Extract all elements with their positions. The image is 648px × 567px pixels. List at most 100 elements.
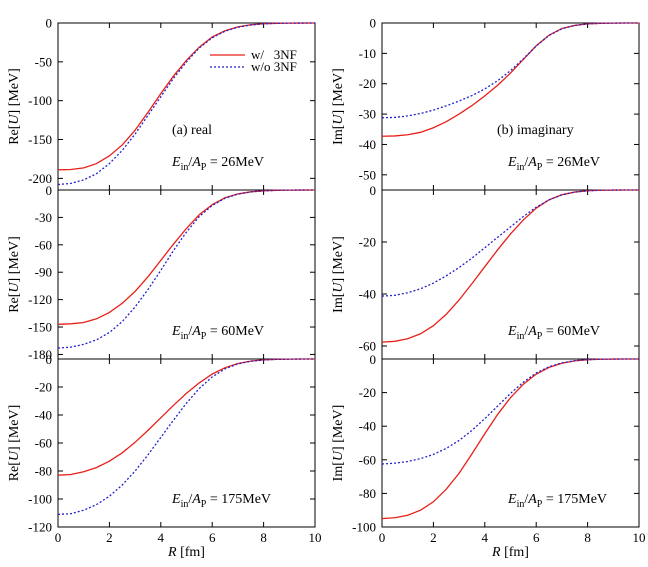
- x-axis-title-variable: R: [491, 545, 501, 560]
- y-axis-title-variable: U: [331, 114, 346, 125]
- y-axis-title: Re[U] [MeV]: [7, 236, 22, 313]
- energy-label-value: = 60MeV: [206, 324, 264, 339]
- y-tick-label: -40: [359, 419, 376, 434]
- x-tick-label: 10: [309, 530, 322, 545]
- y-tick-label: -40: [35, 408, 52, 423]
- y-tick-label: -100: [28, 93, 52, 108]
- series-line-without-3nf: [381, 358, 639, 465]
- y-tick-label: -30: [359, 107, 376, 122]
- energy-label-ap: A: [191, 155, 201, 170]
- energy-label-ein-sub: in: [517, 331, 525, 342]
- y-tick-label: -40: [359, 287, 376, 302]
- y-tick-label: -30: [35, 210, 52, 225]
- energy-label-ap-sub: P: [537, 499, 543, 510]
- y-tick-label: -60: [35, 237, 52, 252]
- energy-label-sep: /: [188, 155, 192, 170]
- y-axis-title-variable: U: [331, 282, 346, 293]
- y-tick-label: -100: [28, 492, 52, 507]
- y-tick-label: -80: [35, 464, 52, 479]
- panel-annotation: (b) imaginary: [497, 123, 574, 138]
- x-tick-label: 6: [209, 530, 216, 545]
- energy-label-value: = 60MeV: [542, 324, 600, 339]
- panel-re-26: 0 -50 -100 -150 -200 Re[U] [MeV] (a) real Ein/A…: [7, 16, 316, 191]
- panel-frame: [381, 358, 640, 528]
- x-axis-title-unit: [fm]: [501, 545, 529, 560]
- y-tick-label: -50: [35, 54, 52, 69]
- energy-label-ap: A: [527, 324, 537, 339]
- x-tick-label: 8: [584, 530, 591, 545]
- y-axis-title-suffix: ] [MeV]: [331, 405, 346, 451]
- energy-label: Ein/AP = 175MeV: [507, 492, 607, 510]
- series-line-with-3nf: [57, 358, 316, 476]
- series-line-without-3nf: [381, 22, 639, 119]
- energy-label: Ein/AP = 26MeV: [507, 155, 600, 173]
- x-axis-title-unit: [fm]: [177, 545, 205, 560]
- energy-label-value: = 26MeV: [542, 155, 600, 170]
- energy-label: Ein/AP = 60MeV: [507, 324, 600, 342]
- x-axis-title: R [fm]: [491, 545, 529, 560]
- y-tick-label: -40: [359, 137, 376, 152]
- energy-label-sep: /: [524, 324, 528, 339]
- y-tick-label: -120: [28, 292, 52, 307]
- series-line-with-3nf: [57, 22, 316, 171]
- energy-label-value: = 26MeV: [206, 155, 264, 170]
- series-line-with-3nf: [381, 189, 639, 343]
- y-tick-label: 0: [46, 16, 53, 31]
- y-axis-title-suffix: ] [MeV]: [7, 68, 22, 114]
- y-tick-label: -20: [359, 76, 376, 91]
- energy-label-ein: E: [171, 155, 181, 170]
- x-tick-label: 4: [158, 530, 165, 545]
- y-axis-title: Im[U] [MeV]: [331, 405, 346, 482]
- panel-im-26: 0 -10 -20 -30 -40 -50 Im[U] [MeV] (b) imaginary…: [331, 16, 640, 191]
- y-axis-title-suffix: ] [MeV]: [7, 405, 22, 451]
- y-tick-label: -100: [352, 520, 376, 535]
- x-axis-title: R [fm]: [167, 545, 205, 560]
- series-line-with-3nf: [381, 22, 639, 137]
- energy-label: Ein/AP = 175MeV: [171, 492, 271, 510]
- y-tick-label: -180: [28, 347, 52, 362]
- legend-label-with-3nf: w/ 3NF: [251, 47, 297, 62]
- y-axis-title-variable: U: [7, 282, 22, 293]
- y-tick-label: -20: [359, 235, 376, 250]
- energy-label-ein-sub: in: [517, 162, 525, 173]
- energy-label-ap-sub: P: [537, 331, 543, 342]
- y-axis-title-prefix: Re[: [7, 461, 22, 482]
- y-tick-label: -150: [28, 320, 52, 335]
- energy-label-ein: E: [507, 155, 517, 170]
- y-tick-label: 0: [370, 183, 377, 198]
- energy-label-ap: A: [191, 324, 201, 339]
- y-axis-title-prefix: Im[: [331, 292, 346, 313]
- x-tick-label: 6: [533, 530, 540, 545]
- y-tick-label: 0: [370, 352, 377, 367]
- y-tick-label: -50: [359, 167, 376, 182]
- y-tick-label: -80: [359, 486, 376, 501]
- y-axis-title: Im[U] [MeV]: [331, 68, 346, 145]
- series-line-with-3nf: [381, 358, 639, 520]
- x-tick-label: 0: [55, 530, 62, 545]
- series-line-without-3nf: [381, 189, 639, 297]
- energy-label-ap: A: [527, 492, 537, 507]
- y-axis-title-variable: U: [7, 114, 22, 125]
- x-tick-label: 2: [430, 530, 437, 545]
- x-axis-title-variable: R: [167, 545, 177, 560]
- y-tick-label: -20: [35, 380, 52, 395]
- energy-label-ein: E: [171, 492, 181, 507]
- y-tick-label: -200: [28, 171, 52, 186]
- y-tick-label: -60: [35, 436, 52, 451]
- y-tick-label: -10: [359, 46, 376, 61]
- series-line-without-3nf: [57, 189, 316, 349]
- x-tick-label: 2: [106, 530, 113, 545]
- energy-label-ein: E: [171, 324, 181, 339]
- y-axis-title: Im[U] [MeV]: [331, 236, 346, 313]
- series-line-without-3nf: [57, 22, 316, 186]
- y-axis-title-prefix: Re[: [7, 124, 22, 145]
- y-axis-title-suffix: ] [MeV]: [331, 68, 346, 114]
- x-tick-label: 8: [260, 530, 267, 545]
- x-tick-label: 0: [379, 530, 386, 545]
- y-tick-label: -150: [28, 132, 52, 147]
- energy-label-ap: A: [527, 155, 537, 170]
- energy-label-ap-sub: P: [201, 331, 207, 342]
- y-axis-title-prefix: Im[: [331, 124, 346, 145]
